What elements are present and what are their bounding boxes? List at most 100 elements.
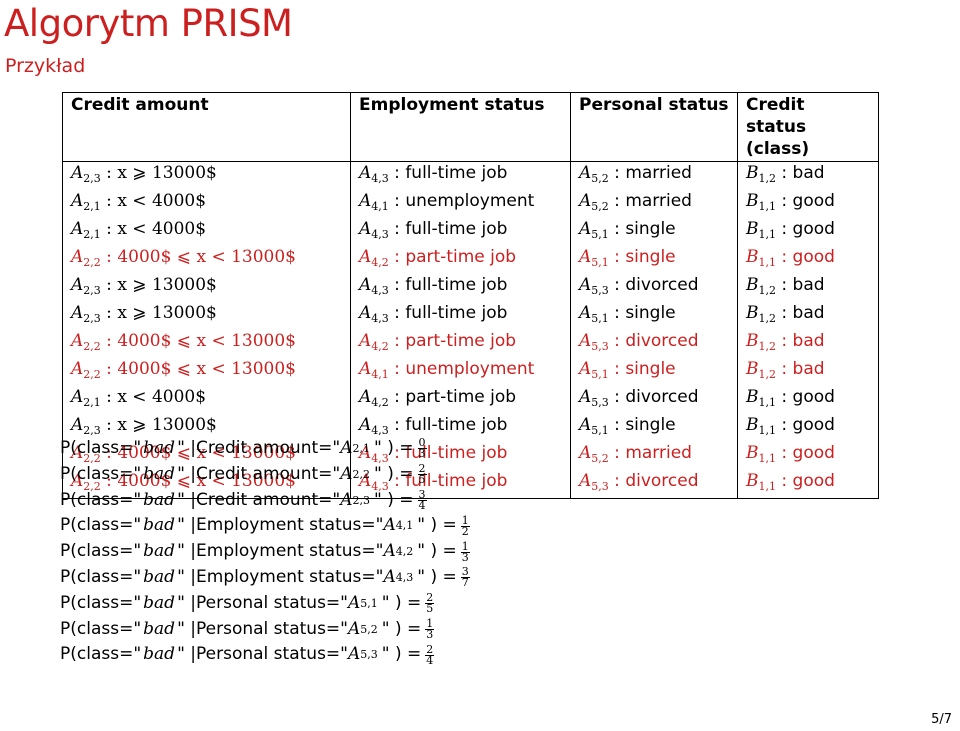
variable-subscript: 5,3	[591, 480, 609, 493]
probability-line: P(class=" bad " | Personal status=" A 5,3 " ) …	[60, 642, 470, 668]
variable-symbol: A	[71, 471, 84, 491]
fraction-denominator: 3	[418, 447, 426, 461]
variable-symbol: A	[340, 463, 353, 484]
variable-symbol: A	[579, 443, 592, 463]
cell-value: : unemployment	[388, 191, 535, 211]
cell-value: : divorced	[608, 275, 699, 295]
probability-line: P(class=" bad " | Personal status=" A 5,1 " ) …	[60, 591, 470, 617]
variable-subscript: 1,1	[758, 200, 777, 213]
cell-value: : single	[608, 359, 676, 379]
prob-attribute: Personal status="	[196, 618, 348, 639]
variable-subscript: 1,2	[758, 172, 777, 185]
cell-value: : x ⩾ 13000$	[100, 303, 217, 323]
cell-value: : x < 4000$	[100, 191, 207, 211]
table-row: A2,2 : 4000$ ⩽ x < 13000$ A4,1 : unemploy…	[62, 358, 879, 386]
variable-symbol: A	[359, 191, 372, 211]
prob-class-value: bad	[143, 515, 176, 536]
prob-prefix: P(class="	[60, 566, 142, 587]
variable-symbol: A	[340, 438, 353, 458]
cell-credit-amount: A2,1 : x < 4000$	[62, 190, 351, 218]
table-row: A2,1 : x < 4000$ A4,1 : unemployment A5,2 …	[62, 190, 879, 218]
variable-symbol: A	[359, 415, 372, 435]
fraction-denominator: 3	[461, 550, 469, 564]
variable-subscript: 1,2	[758, 312, 777, 325]
cell-value: : good	[776, 191, 835, 211]
variable-symbol: A	[359, 331, 372, 351]
variable-symbol: A	[579, 359, 592, 379]
table-row: A2,1 : x < 4000$ A4,3 : full-time job A5,1…	[62, 218, 879, 246]
probability-line: P(class=" bad " | Employment status=" A 4,3 " …	[60, 565, 470, 591]
cell-value: : divorced	[608, 331, 699, 351]
variable-subscript: 2,3	[352, 493, 370, 507]
variable-symbol: A	[71, 359, 84, 379]
fraction-numerator: 1	[425, 616, 435, 630]
cell-value: : full-time job	[388, 303, 508, 323]
fraction-numerator: 0	[417, 436, 427, 450]
prob-prefix: P(class="	[60, 618, 142, 639]
variable-subscript: 2,3	[83, 284, 101, 297]
variable-subscript: 4,3	[371, 284, 389, 297]
cell-value: : full-time job	[388, 415, 508, 435]
prob-close: " ) =	[417, 515, 457, 536]
variable-symbol: B	[746, 387, 759, 407]
cell-employment-status: A4,1 : unemployment	[350, 190, 571, 218]
cell-value: : part-time job	[388, 247, 517, 267]
fraction-numerator: 3	[417, 487, 427, 501]
variable-subscript: 5,1	[591, 424, 609, 437]
variable-symbol: B	[746, 443, 759, 463]
fraction-denominator: 4	[426, 653, 434, 667]
cell-personal-status: A5,1 : single	[570, 358, 738, 386]
variable-symbol: A	[579, 247, 592, 267]
table-row: A2,1 : x < 4000$ A4,2 : part-time job A5,3…	[62, 386, 879, 414]
table-header-row: Credit amount Employment status Personal…	[62, 92, 879, 162]
cell-value: : x < 4000$	[100, 387, 207, 407]
variable-subscript: 4,3	[371, 452, 389, 465]
cell-value: : good	[776, 219, 835, 239]
cell-employment-status: A4,1 : unemployment	[350, 358, 571, 386]
cell-value: : divorced	[608, 471, 699, 491]
cell-credit-amount: A2,1 : x < 4000$	[62, 386, 351, 414]
cell-value: : single	[608, 415, 676, 435]
cell-personal-status: A5,1 : single	[570, 414, 738, 442]
variable-subscript: 4,1	[371, 200, 389, 213]
prob-class-value: bad	[143, 618, 176, 639]
variable-symbol: A	[71, 331, 84, 351]
variable-subscript: 2,2	[83, 340, 101, 353]
prob-attribute: Employment status="	[196, 541, 384, 562]
cell-value: : single	[608, 303, 676, 323]
cell-credit-status: B1,2 : bad	[738, 358, 879, 386]
fraction-numerator: 2	[417, 462, 427, 476]
variable-subscript: 5,1	[591, 368, 609, 381]
cell-value: : good	[776, 247, 835, 267]
cell-personal-status: A5,2 : married	[570, 161, 738, 190]
variable-subscript: 1,1	[758, 424, 777, 437]
cell-value: : good	[776, 443, 835, 463]
variable-subscript: 1,1	[758, 480, 777, 493]
variable-symbol: A	[359, 247, 372, 267]
cell-employment-status: A4,3 : full-time job	[350, 470, 571, 499]
prob-attribute: Personal status="	[196, 644, 348, 665]
prob-prefix: P(class="	[60, 515, 142, 536]
prob-class-value: bad	[143, 438, 176, 458]
cell-credit-status: B1,1 : good	[738, 190, 879, 218]
cell-personal-status: A5,3 : divorced	[570, 330, 738, 358]
prob-prefix: P(class="	[60, 592, 142, 613]
fraction-numerator: 1	[460, 513, 470, 527]
variable-subscript: 5,1	[360, 596, 378, 610]
cell-credit-status: B1,1 : good	[738, 470, 879, 499]
cell-employment-status: A4,3 : full-time job	[350, 161, 571, 190]
variable-subscript: 5,2	[360, 622, 378, 636]
cell-credit-amount: A2,3 : x ⩾ 13000$	[62, 274, 351, 302]
cell-value: : 4000$ ⩽ x < 13000$	[100, 247, 296, 267]
prob-class-value: bad	[143, 644, 176, 665]
variable-symbol: B	[746, 275, 759, 295]
cell-employment-status: A4,3 : full-time job	[350, 274, 571, 302]
variable-symbol: A	[359, 471, 372, 491]
cell-credit-status: B1,2 : bad	[738, 162, 879, 191]
variable-subscript: 5,1	[591, 312, 609, 325]
variable-symbol: A	[348, 618, 361, 639]
fraction-numerator: 1	[460, 539, 470, 553]
cell-value: : good	[776, 471, 835, 491]
